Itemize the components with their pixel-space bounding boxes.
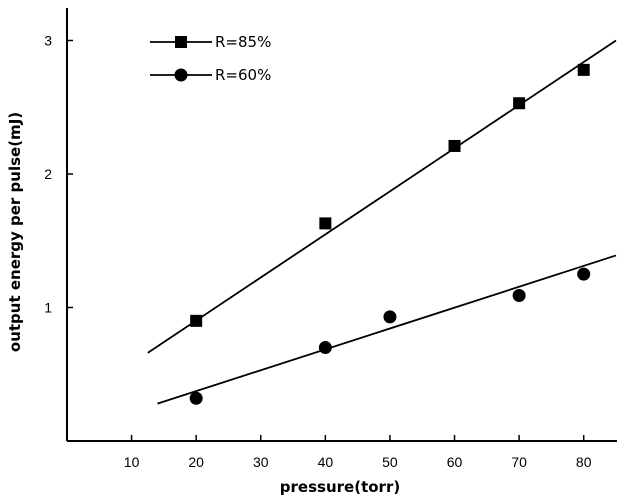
legend-label: R=60% xyxy=(215,66,271,84)
data-point-square xyxy=(513,97,526,110)
y-tick-label: 1 xyxy=(44,300,52,316)
legend-marker-square xyxy=(175,36,187,48)
data-point-circle xyxy=(318,341,332,355)
x-tick-label: 70 xyxy=(511,454,527,470)
x-tick-label: 40 xyxy=(318,454,334,470)
x-tick-label: 20 xyxy=(188,454,204,470)
x-tick-label: 50 xyxy=(382,454,398,470)
data-point-circle xyxy=(383,310,397,324)
data-point-circle xyxy=(577,267,591,281)
data-point-square xyxy=(190,314,203,327)
y-axis-title: output energy per pulse(mJ) xyxy=(6,112,24,352)
y-tick-label: 2 xyxy=(44,166,52,182)
plot-area: 10 20 30 40 50 60 70 80 1 2 3 R=85% R=60% xyxy=(44,8,617,470)
data-point-circle xyxy=(512,288,526,302)
series-r60 xyxy=(157,254,617,405)
legend-item: R=85% xyxy=(150,33,271,51)
y-tick-label: 3 xyxy=(44,33,52,49)
legend: R=85% R=60% xyxy=(150,33,271,84)
fit-line xyxy=(157,254,617,405)
data-point-square xyxy=(577,63,590,76)
data-point-square xyxy=(448,139,461,152)
x-tick-label: 60 xyxy=(447,454,463,470)
x-tick-label: 10 xyxy=(124,454,140,470)
series-r85 xyxy=(147,39,617,354)
x-tick-label: 30 xyxy=(253,454,269,470)
data-point-square xyxy=(319,217,332,230)
fit-line xyxy=(147,39,617,354)
x-tick-label: 80 xyxy=(576,454,592,470)
x-axis-title: pressure(torr) xyxy=(280,478,400,496)
legend-label: R=85% xyxy=(215,33,271,51)
legend-item: R=60% xyxy=(150,66,271,84)
legend-marker-circle xyxy=(174,68,188,82)
data-point-circle xyxy=(189,391,203,405)
